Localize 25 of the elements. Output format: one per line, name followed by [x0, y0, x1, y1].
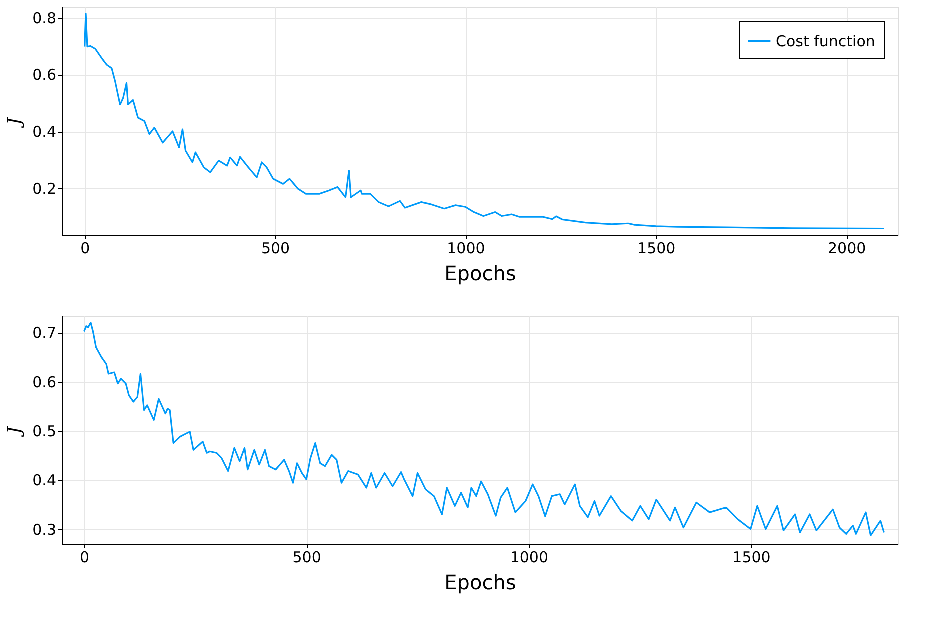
- x-tick-label: 1000: [447, 240, 486, 258]
- y-axis-title: J: [4, 116, 26, 130]
- y-tick-label: 0.3: [32, 520, 56, 539]
- y-tick-label: 0.5: [32, 422, 56, 440]
- y-axis-title: J: [4, 425, 26, 438]
- x-tick-label: 0: [80, 548, 90, 566]
- x-axis-title: Epochs: [444, 262, 516, 286]
- line-series: [83, 322, 886, 536]
- x-tick-label: 1500: [732, 548, 771, 566]
- x-tick-label: 1000: [510, 548, 549, 566]
- y-tick-label: 0.6: [32, 373, 56, 392]
- x-tick-label: 2000: [828, 240, 866, 258]
- y-tick-label: 0.2: [32, 180, 56, 198]
- x-tick-label: 1500: [638, 240, 676, 258]
- x-tick-label: 500: [261, 240, 290, 258]
- y-tick-label: 0.8: [32, 9, 56, 28]
- line-series: [84, 13, 886, 230]
- x-axis-title: Epochs: [444, 570, 516, 594]
- y-tick-label: 0.4: [32, 472, 56, 490]
- y-tick-label: 0.6: [32, 66, 56, 84]
- y-tick-label: 0.4: [32, 123, 56, 142]
- x-tick-label: 500: [292, 548, 322, 566]
- x-tick-label: 0: [80, 240, 90, 258]
- y-tick-label: 0.7: [32, 324, 56, 342]
- legend-label: Cost function: [776, 32, 876, 50]
